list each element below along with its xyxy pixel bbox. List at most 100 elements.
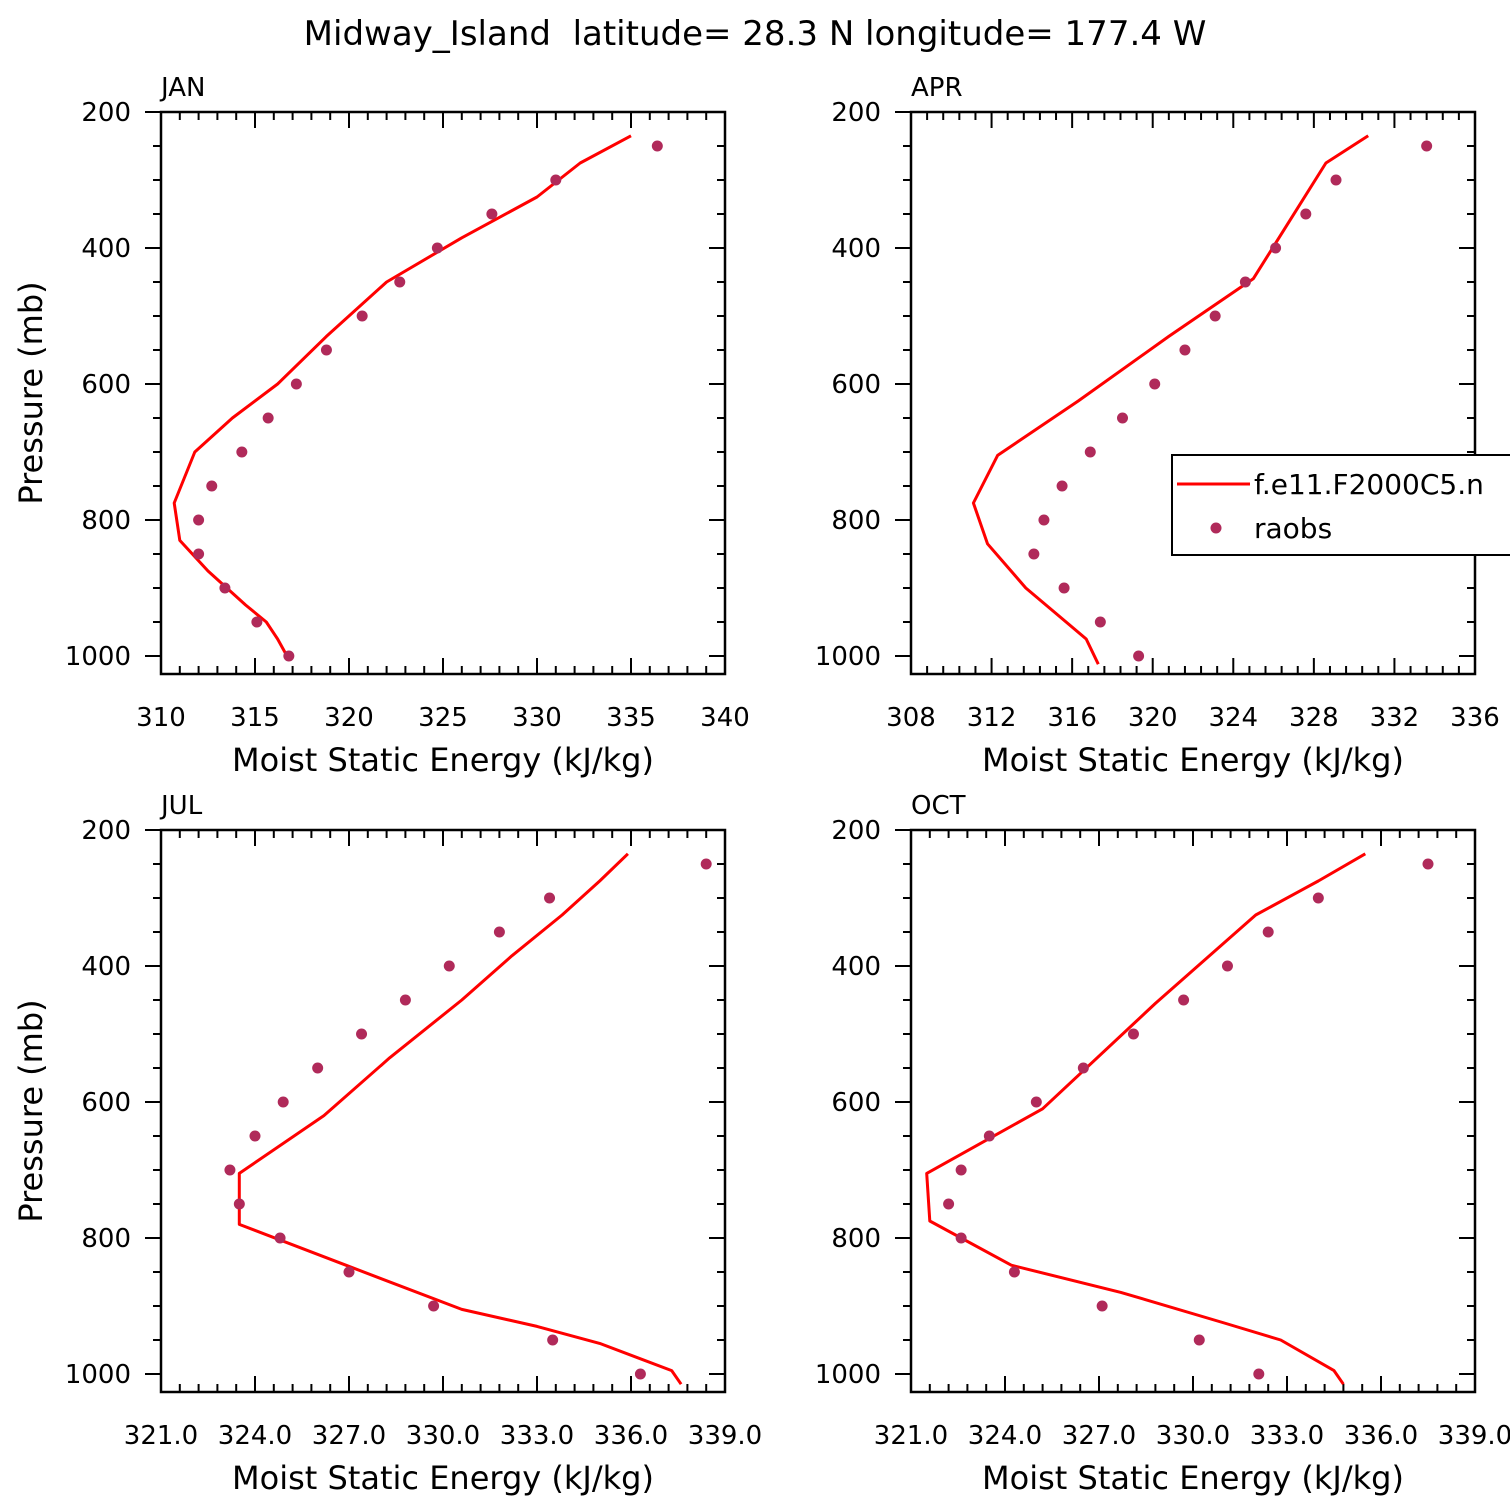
plot-frame	[159, 828, 727, 1394]
x-axis-title: Moist Static Energy (kJ/kg)	[232, 1459, 654, 1497]
x-tick-label: 333.0	[500, 1421, 574, 1451]
obs-point	[1178, 994, 1190, 1006]
y-tick-label: 1000	[815, 642, 881, 672]
obs-point	[224, 1164, 236, 1176]
obs-point	[356, 310, 368, 322]
obs-point	[320, 344, 332, 356]
y-tick-label: 400	[81, 952, 131, 982]
obs-point	[1028, 548, 1040, 560]
x-axis-title: Moist Static Energy (kJ/kg)	[982, 741, 1404, 779]
model-line	[925, 852, 1367, 1386]
legend-obs-label: raobs	[1254, 512, 1332, 545]
y-axis-title: Pressure (mb)	[12, 999, 50, 1222]
obs-point	[486, 208, 498, 220]
y-tick-label: 400	[831, 952, 881, 982]
y-tick-label: 600	[831, 370, 881, 400]
y-tick-label: 200	[831, 98, 881, 128]
plot-area	[224, 852, 712, 1386]
obs-point	[634, 1368, 646, 1380]
obs-point	[249, 1130, 261, 1142]
x-tick-label: 330	[512, 703, 562, 733]
obs-point	[399, 994, 411, 1006]
obs-point	[262, 412, 274, 424]
x-tick-label: 325	[418, 703, 468, 733]
x-tick-label: 330.0	[1156, 1421, 1230, 1451]
panel-jan: JAN 310 315 320 325 330 335 340 200 400 600 800 1000…	[12, 73, 750, 779]
y-tick-label: 400	[81, 234, 131, 264]
obs-point	[1056, 480, 1068, 492]
plot-frame	[909, 828, 1477, 1394]
model-line	[971, 134, 1370, 665]
obs-point	[547, 1334, 559, 1346]
y-tick-label: 800	[81, 506, 131, 536]
x-tick-label: 321.0	[874, 1421, 948, 1451]
obs-point	[1077, 1062, 1089, 1074]
obs-point	[544, 892, 556, 904]
y-tick-label: 1000	[65, 642, 131, 672]
panel-oct: OCT 321.0 324.0 327.0 330.0 333.0 336.0 339.0 20…	[815, 791, 1510, 1497]
x-tick-label: 339.0	[688, 1421, 762, 1451]
x-axis-title: Moist Static Energy (kJ/kg)	[232, 741, 654, 779]
plot-area	[172, 134, 663, 662]
plot-area	[925, 852, 1434, 1386]
y-tick-label: 400	[831, 234, 881, 264]
obs-point	[1117, 412, 1128, 424]
y-tick-label: 200	[831, 816, 881, 846]
x-tick-label: 328	[1289, 703, 1339, 733]
obs-point	[1312, 892, 1324, 904]
obs-point	[1058, 582, 1070, 594]
obs-point	[394, 276, 406, 288]
obs-point	[1179, 344, 1191, 356]
obs-point	[1193, 1334, 1205, 1346]
obs-point	[277, 1096, 289, 1108]
panel-jul: JUL 321.0 324.0 327.0 330.0 333.0 336.0 339.0 20…	[12, 791, 762, 1497]
legend-obs-marker-icon	[1210, 522, 1222, 534]
y-tick-label: 1000	[65, 1360, 131, 1390]
obs-point	[1030, 1096, 1042, 1108]
obs-point	[1422, 858, 1434, 870]
panels: JAN 310 315 320 325 330 335 340 200 400 600 800 1000…	[12, 73, 1510, 1497]
x-axis-title: Moist Static Energy (kJ/kg)	[982, 1459, 1404, 1497]
x-tick-label: 321.0	[124, 1421, 198, 1451]
x-tick-label: 335	[606, 703, 656, 733]
x-tick-label: 336.0	[1344, 1421, 1418, 1451]
x-tick-label: 327.0	[1062, 1421, 1136, 1451]
obs-point	[943, 1198, 955, 1210]
obs-point	[206, 480, 218, 492]
obs-point	[1149, 378, 1161, 390]
x-tick-label: 320	[324, 703, 374, 733]
x-tick-label: 327.0	[312, 1421, 386, 1451]
obs-point	[312, 1062, 324, 1074]
panel-label: APR	[911, 73, 963, 103]
model-line	[237, 852, 683, 1386]
y-tick-label: 600	[81, 1088, 131, 1118]
y-tick-label: 800	[81, 1224, 131, 1254]
obs-point	[550, 174, 562, 186]
y-tick-label: 800	[831, 1224, 881, 1254]
obs-point	[955, 1164, 967, 1176]
obs-point	[1300, 208, 1312, 220]
obs-point	[193, 548, 205, 560]
panel-label: OCT	[911, 791, 966, 821]
x-tick-label: 324.0	[218, 1421, 292, 1451]
obs-point	[1127, 1028, 1139, 1040]
obs-point	[1270, 242, 1282, 254]
panel-apr: APR 308 312 316 320 324 328 332 336 200 400 600 800 1…	[815, 73, 1500, 779]
obs-point	[1262, 926, 1274, 938]
plot-area	[971, 134, 1433, 665]
y-tick-label: 800	[831, 506, 881, 536]
figure-title: Midway_Island latitude= 28.3 N longitude…	[304, 14, 1207, 54]
model-line	[172, 134, 632, 657]
x-tick-label: 330.0	[406, 1421, 480, 1451]
obs-point	[236, 446, 248, 458]
panel-label: JAN	[159, 73, 205, 103]
obs-point	[290, 378, 302, 390]
y-tick-label: 600	[831, 1088, 881, 1118]
obs-point	[431, 242, 443, 254]
obs-point	[1421, 140, 1433, 152]
legend-model-label: f.e11.F2000C5.n	[1254, 468, 1484, 501]
y-tick-label: 600	[81, 370, 131, 400]
obs-point	[493, 926, 505, 938]
x-tick-label: 316	[1047, 703, 1097, 733]
